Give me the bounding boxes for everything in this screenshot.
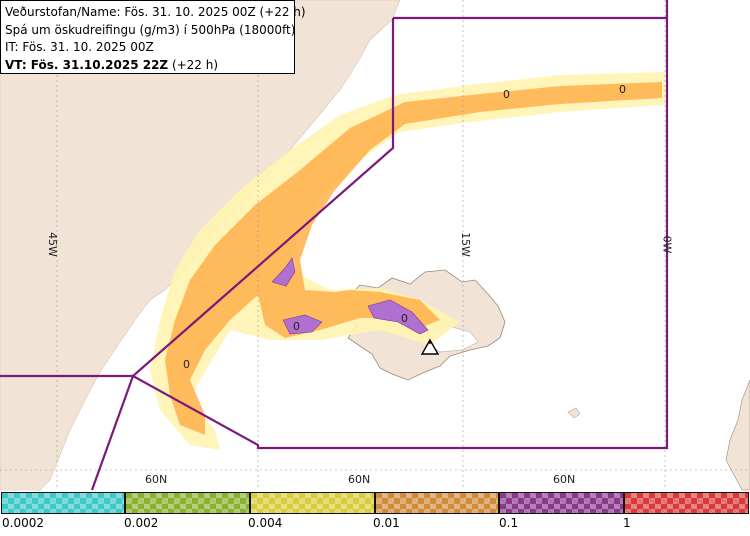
legend-label: 0.1 xyxy=(499,516,519,530)
valid-time-offset: (+22 h) xyxy=(168,57,219,72)
norway-coast xyxy=(725,379,750,491)
forecast-info-box: Veðurstofan/Name: Fös. 31. 10. 2025 00Z … xyxy=(0,0,306,75)
lon-label-15w: 15W xyxy=(458,232,472,257)
contour-label: 0 xyxy=(503,88,510,101)
contour-label: 0 xyxy=(293,320,300,333)
ash-plume-low xyxy=(150,72,665,450)
concentration-legend: 0.0002 0.002 0.004 0.01 0.1 1 xyxy=(0,490,750,532)
legend-swatch xyxy=(1,492,125,514)
lat-label-60n: 60N xyxy=(348,473,371,486)
volcano-triangle-icon xyxy=(420,338,440,355)
ash-plume-high xyxy=(271,257,429,335)
lat-label-60n: 60N xyxy=(145,473,168,486)
legend-swatch xyxy=(499,492,624,514)
legend-label: 0.0002 xyxy=(2,516,44,530)
legend-swatch xyxy=(250,492,375,514)
legend-label: 0.01 xyxy=(373,516,400,530)
contour-label: 0 xyxy=(183,358,190,371)
legend-swatch xyxy=(125,492,250,514)
contour-label: 0 xyxy=(619,83,626,96)
legend-swatch xyxy=(375,492,499,514)
fir-boundary xyxy=(0,0,669,491)
info-issue-time: IT: Fös. 31. 10. 2025 00Z xyxy=(5,40,154,54)
graticule xyxy=(0,0,750,490)
legend-label: 0.002 xyxy=(124,516,159,530)
faroe-islands xyxy=(567,407,581,419)
ash-plume-mid xyxy=(165,82,662,435)
valid-time-value: VT: Fös. 31.10.2025 22Z xyxy=(5,57,169,72)
info-valid-time: VT: Fös. 31.10.2025 22Z (+22 h) xyxy=(5,57,290,75)
lon-label-45w: 45W xyxy=(45,232,59,257)
legend-label: 1 xyxy=(623,516,631,530)
contour-label: 0 xyxy=(401,312,408,325)
lat-label-60n: 60N xyxy=(553,473,576,486)
lon-label-0w: 0W xyxy=(660,235,674,254)
info-title: Veðurstofan/Name: Fös. 31. 10. 2025 00Z … xyxy=(5,5,306,19)
legend-label: 0.004 xyxy=(248,516,283,530)
legend-swatch xyxy=(624,492,749,514)
info-product: Spá um öskudreifingu (g/m3) í 500hPa (18… xyxy=(5,22,296,37)
